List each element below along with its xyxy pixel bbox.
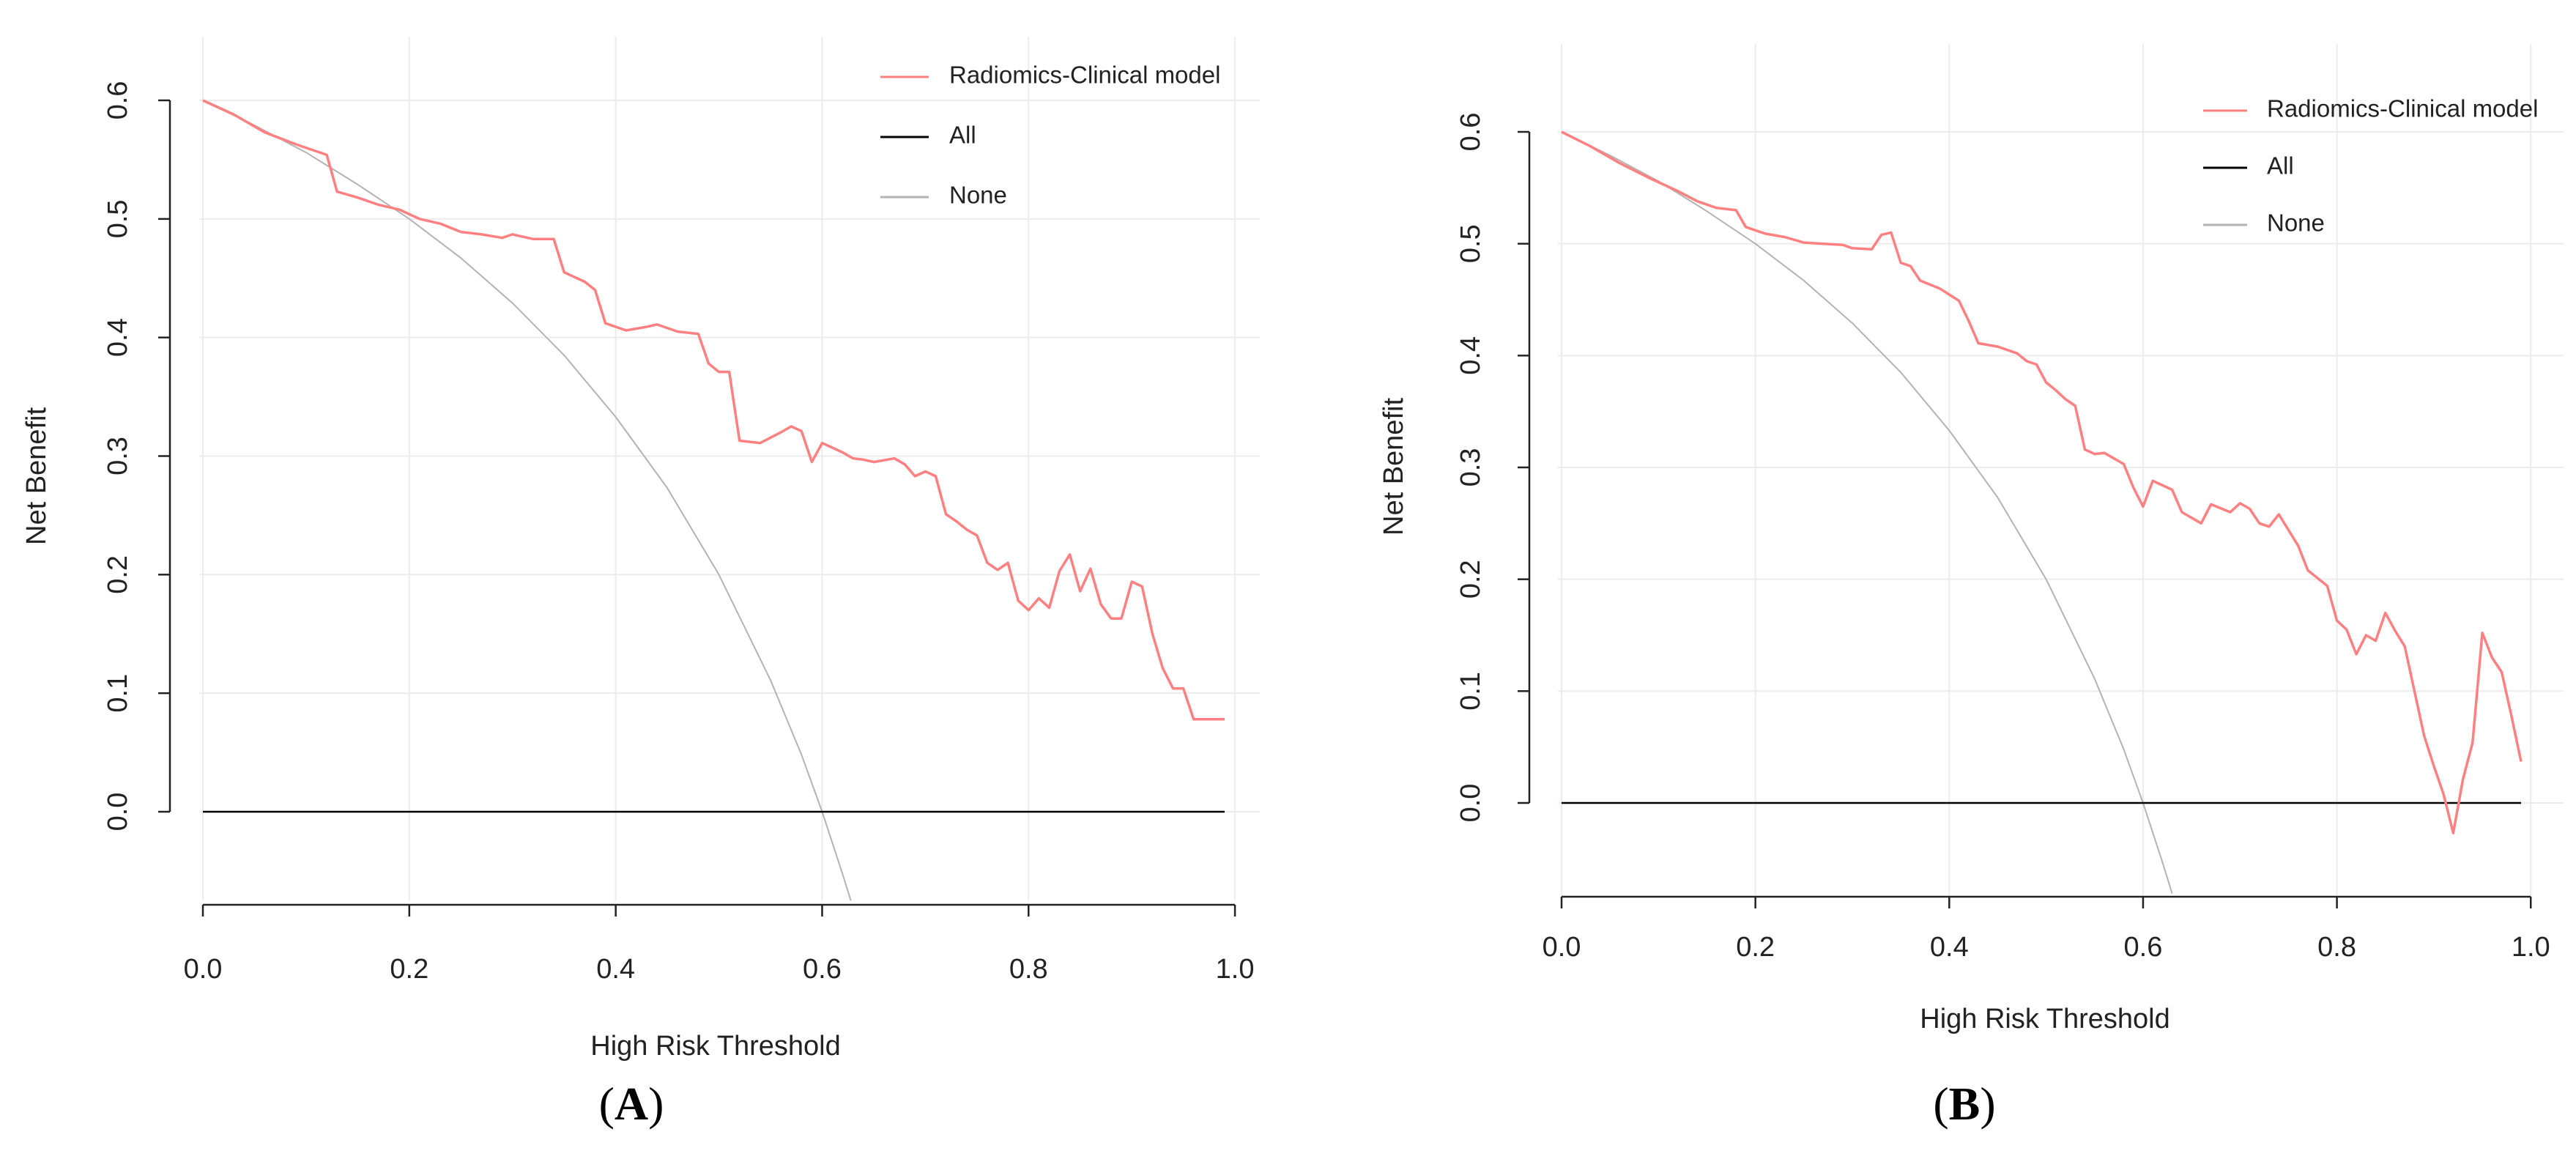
x-tick-label: 0.8 — [1009, 954, 1048, 985]
y-tick-label: 0.1 — [1455, 672, 1486, 711]
panel-caption-a: (A) — [599, 1078, 664, 1130]
x-tick-label: 0.4 — [1930, 932, 1969, 963]
y-tick-label: 0.1 — [103, 674, 133, 713]
y-axis-title: Net Benefit — [1378, 398, 1409, 536]
x-axis-title: High Risk Threshold — [590, 1031, 840, 1062]
series-line-none — [1561, 131, 2173, 894]
series-line-radiomics-clinical-model — [1561, 130, 2523, 834]
y-tick-label: 0.4 — [103, 318, 133, 357]
legend-item: All — [2203, 152, 2294, 179]
panel-caption-b: (B) — [1933, 1078, 1995, 1130]
y-axis-title: Net Benefit — [21, 407, 52, 545]
legend-item: Radiomics-Clinical model — [880, 62, 1220, 89]
legend-item: Radiomics-Clinical model — [2203, 95, 2538, 122]
x-axis-title: High Risk Threshold — [1920, 1004, 2169, 1034]
legend-label: None — [2267, 210, 2325, 237]
y-tick-label: 0.0 — [1455, 784, 1486, 823]
x-tick-label: 0.4 — [596, 954, 635, 985]
y-tick-label: 0.5 — [103, 199, 133, 238]
x-tick-label: 0.6 — [2124, 932, 2163, 963]
y-axis: 0.0 0.1 0.2 0.3 0.4 0.5 0.6 Net Benefit — [1378, 113, 1531, 823]
x-axis: 0.0 0.2 0.4 0.6 0.8 1.0 High Risk Threshold — [1543, 895, 2550, 1034]
y-tick-label: 0.2 — [1455, 560, 1486, 599]
y-tick-label: 0.2 — [103, 555, 133, 594]
legend-label: None — [949, 182, 1007, 209]
x-tick-label: 0.2 — [390, 954, 428, 985]
legend-label: Radiomics-Clinical model — [2267, 95, 2538, 122]
x-tick-label: 0.0 — [1543, 932, 1581, 963]
legend-item: All — [880, 122, 976, 149]
legend-label: All — [2267, 152, 2294, 179]
x-tick-label: 0.0 — [184, 954, 223, 985]
y-tick-label: 0.6 — [103, 81, 133, 120]
x-tick-label: 1.0 — [1216, 954, 1255, 985]
y-tick-label: 0.4 — [1455, 336, 1486, 375]
y-tick-label: 0.0 — [103, 793, 133, 832]
legend-item: None — [880, 182, 1007, 209]
y-tick-label: 0.5 — [1455, 224, 1486, 263]
y-axis: 0.0 0.1 0.2 0.3 0.4 0.5 0.6 Net Benefit — [21, 81, 171, 832]
legend: Radiomics-Clinical model All None — [880, 62, 1220, 209]
legend: Radiomics-Clinical model All None — [2203, 95, 2538, 237]
y-tick-label: 0.6 — [1455, 113, 1486, 152]
x-tick-label: 1.0 — [2512, 932, 2550, 963]
x-tick-label: 0.8 — [2317, 932, 2356, 963]
y-tick-label: 0.3 — [1455, 448, 1486, 487]
x-tick-label: 0.6 — [803, 954, 842, 985]
legend-item: None — [2203, 210, 2325, 237]
y-tick-label: 0.3 — [103, 437, 133, 475]
x-axis: 0.0 0.2 0.4 0.6 0.8 1.0 High Risk Threshold — [184, 903, 1255, 1062]
legend-label: Radiomics-Clinical model — [949, 62, 1220, 89]
x-tick-label: 0.2 — [1736, 932, 1775, 963]
legend-label: All — [949, 122, 976, 149]
series-line-radiomics-clinical-model — [202, 99, 1225, 721]
